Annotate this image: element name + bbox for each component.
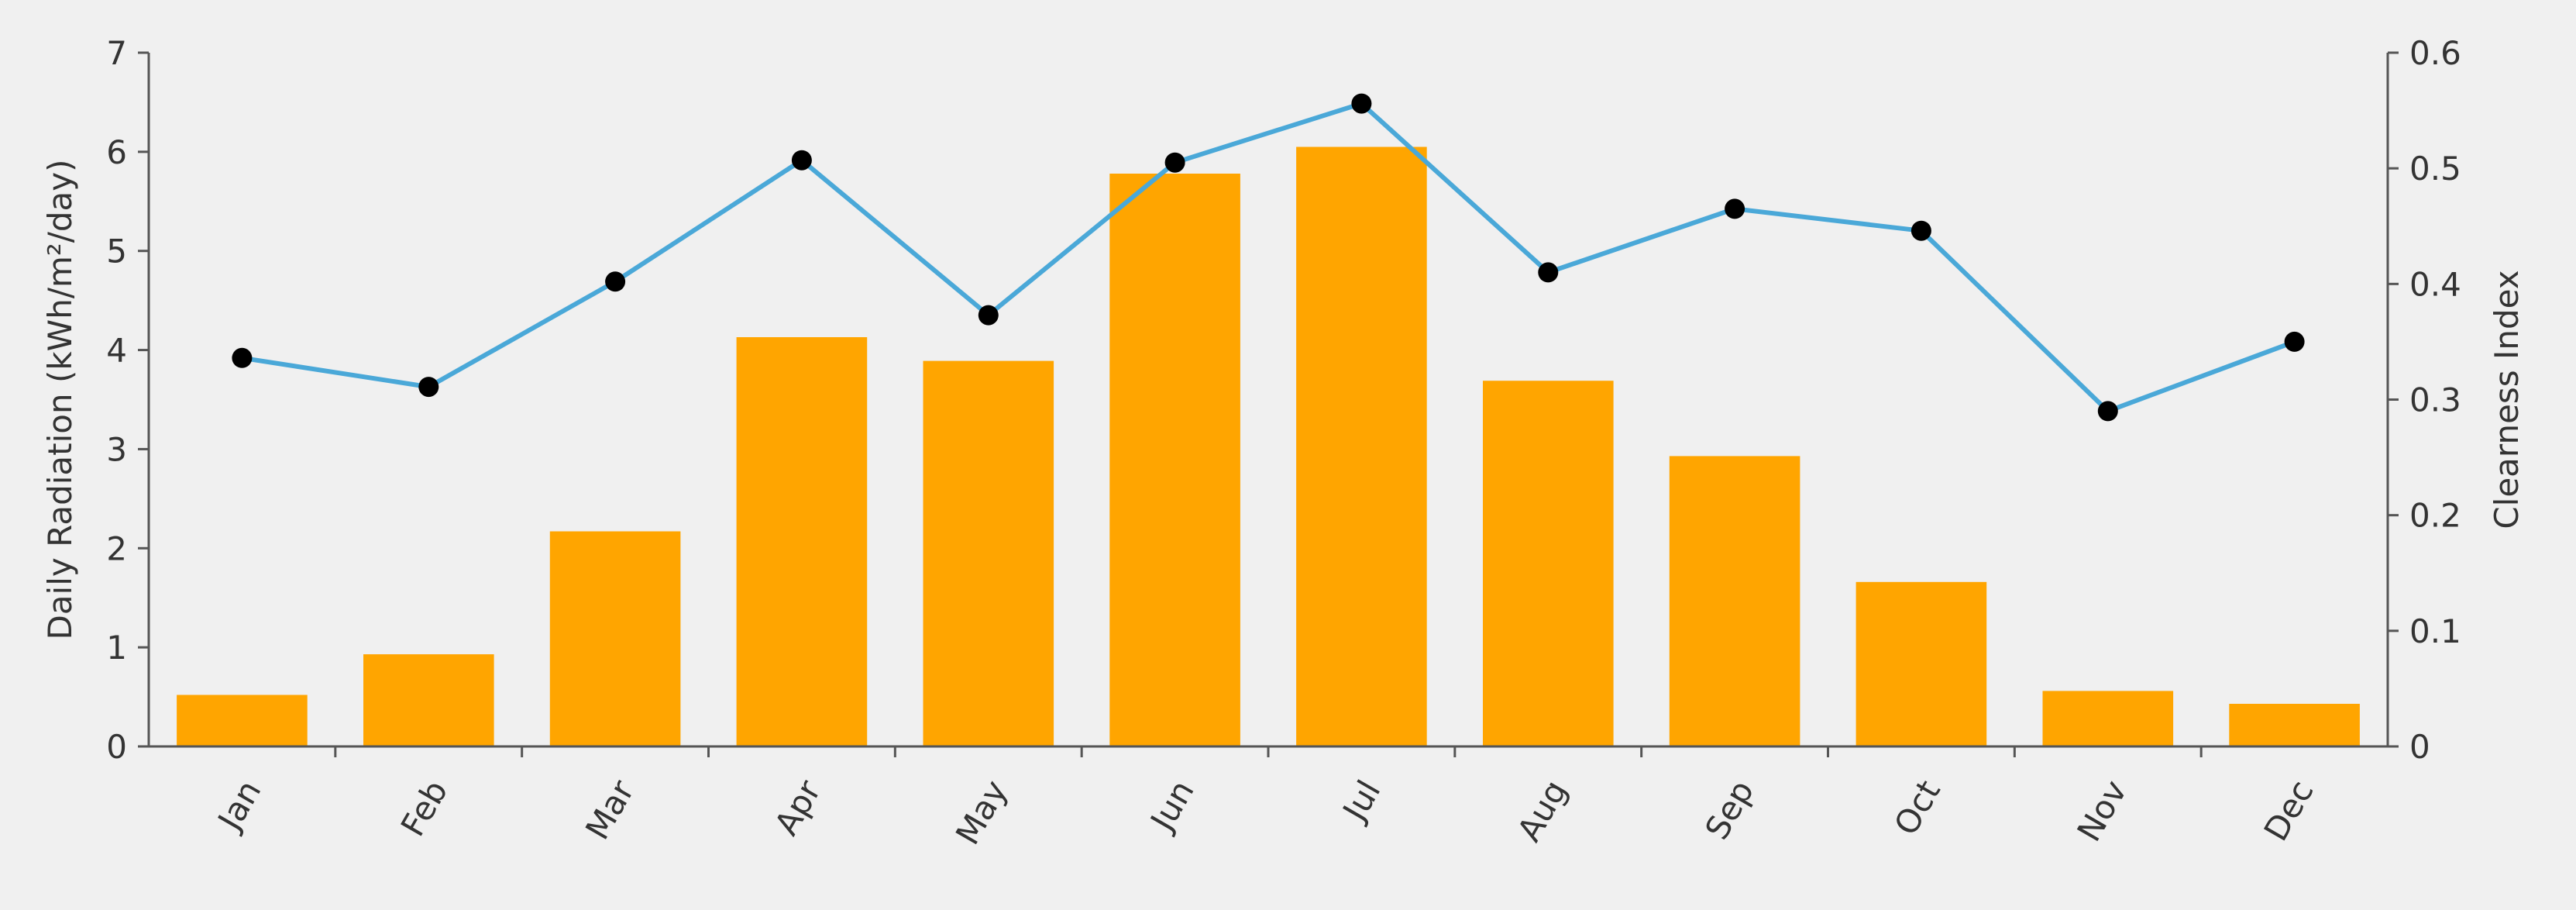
clearness-index-line bbox=[241, 101, 2296, 414]
right-tick-label: 0 bbox=[2409, 728, 2430, 766]
clearness-point-apr bbox=[791, 150, 812, 171]
x-tick-label: Nov bbox=[2069, 774, 2134, 848]
left-axis-title: Daily Radiation (kWh/m²/day) bbox=[41, 159, 79, 639]
bar-may bbox=[923, 360, 1054, 746]
left-tick-label: 0 bbox=[106, 728, 127, 766]
bar-nov bbox=[2042, 691, 2174, 746]
x-tick-label: Jan bbox=[209, 774, 268, 838]
bars-layer bbox=[177, 146, 2360, 746]
axes-layer bbox=[147, 53, 2389, 748]
clearness-point-oct bbox=[1911, 220, 1931, 241]
right-tick-label: 0.2 bbox=[2409, 497, 2461, 535]
clearness-point-mar bbox=[605, 271, 626, 292]
x-tick-label: Jul bbox=[1334, 774, 1388, 829]
bar-aug bbox=[1483, 381, 1614, 746]
clearness-point-may bbox=[978, 305, 999, 326]
clearness-point-dec bbox=[2284, 331, 2305, 352]
bar-jun bbox=[1109, 174, 1240, 746]
clearness-point-jun bbox=[1164, 152, 1185, 173]
right-tick-label: 0.6 bbox=[2409, 34, 2461, 72]
clearness-point-jul bbox=[1351, 93, 1372, 114]
x-tick-label: Sep bbox=[1697, 774, 1761, 846]
left-tick-label: 3 bbox=[106, 430, 127, 468]
x-tick-label: May bbox=[948, 774, 1015, 851]
left-tick-label: 4 bbox=[106, 332, 127, 370]
bar-feb bbox=[363, 654, 494, 746]
x-tick-label: Apr bbox=[767, 774, 828, 842]
right-tick-label: 0.3 bbox=[2409, 381, 2461, 419]
x-tick-label: Jun bbox=[1142, 774, 1202, 839]
bar-jul bbox=[1296, 146, 1427, 746]
clearness-point-nov bbox=[2097, 401, 2118, 422]
bar-sep bbox=[1669, 456, 1800, 746]
left-tick-label: 1 bbox=[106, 629, 127, 667]
clearness-point-aug bbox=[1538, 262, 1559, 283]
right-tick-label: 0.4 bbox=[2409, 265, 2461, 303]
x-tick-label: Feb bbox=[394, 774, 456, 843]
x-tick-label: Oct bbox=[1886, 774, 1948, 841]
clearness-point-jan bbox=[232, 347, 253, 368]
right-tick-label: 0.5 bbox=[2409, 150, 2461, 188]
bar-apr bbox=[736, 337, 868, 746]
left-tick-label: 2 bbox=[106, 529, 127, 567]
clearness-point-feb bbox=[418, 377, 439, 398]
bar-oct bbox=[1855, 581, 1987, 746]
x-tick-label: Aug bbox=[1510, 774, 1574, 848]
x-tick-label: Mar bbox=[578, 774, 641, 846]
left-tick-label: 7 bbox=[106, 34, 127, 72]
right-tick-label: 0.1 bbox=[2409, 612, 2461, 650]
bar-jan bbox=[177, 695, 308, 746]
bar-dec bbox=[2229, 704, 2360, 746]
left-tick-label: 5 bbox=[106, 233, 127, 271]
clearness-line-layer bbox=[232, 93, 2305, 422]
right-axis-title: Clearness Index bbox=[2488, 270, 2526, 529]
x-tick-label: Dec bbox=[2257, 774, 2321, 847]
left-tick-label: 6 bbox=[106, 133, 127, 171]
bar-mar bbox=[549, 531, 681, 746]
clearness-point-sep bbox=[1725, 198, 1745, 219]
